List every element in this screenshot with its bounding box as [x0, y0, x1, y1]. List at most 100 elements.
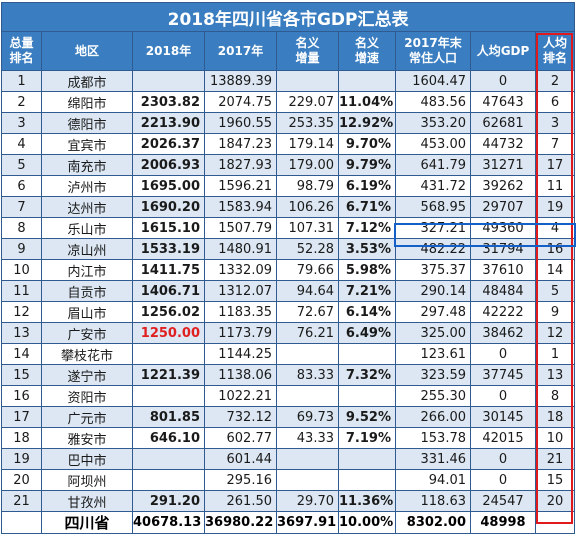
rank-cell[interactable]: 15	[1, 364, 42, 386]
gdp2018-cell[interactable]: 2213.90	[132, 112, 205, 134]
gdp2018-cell[interactable]	[132, 448, 205, 470]
growth-cell[interactable]: 5.98%	[338, 259, 396, 281]
pc-rank-cell[interactable]: 8	[534, 385, 576, 407]
gdp2017-cell[interactable]: 732.12	[204, 406, 277, 428]
per-capita-cell[interactable]: 0	[470, 385, 536, 407]
gdp2017-cell[interactable]: 261.50	[204, 490, 277, 512]
gdp2018-cell[interactable]	[132, 385, 205, 407]
gdp2017-cell[interactable]: 1332.09	[204, 259, 277, 281]
growth-cell[interactable]	[338, 385, 396, 407]
region-cell[interactable]: 广安市	[41, 322, 133, 344]
pc-rank-cell[interactable]: 10	[534, 427, 576, 449]
growth-cell[interactable]: 6.49%	[338, 322, 396, 344]
gdp2017-cell[interactable]: 1173.79	[204, 322, 277, 344]
gdp2017-cell[interactable]: 601.44	[204, 448, 277, 470]
rank-cell[interactable]: 14	[1, 343, 42, 365]
rank-cell[interactable]: 9	[1, 238, 42, 260]
population-cell[interactable]: 255.30	[395, 385, 471, 407]
header-population[interactable]: 2017年末 常住人口	[395, 31, 471, 71]
total-pc-rank-cell[interactable]	[534, 511, 576, 534]
population-cell[interactable]: 266.00	[395, 406, 471, 428]
per-capita-cell[interactable]: 30145	[470, 406, 536, 428]
region-cell[interactable]: 阿坝州	[41, 469, 133, 491]
per-capita-cell[interactable]: 42222	[470, 301, 536, 323]
pc-rank-cell[interactable]: 12	[534, 322, 576, 344]
gdp2017-cell[interactable]: 602.77	[204, 427, 277, 449]
rank-cell[interactable]: 1	[1, 70, 42, 92]
growth-cell[interactable]: 9.52%	[338, 406, 396, 428]
gdp2017-cell[interactable]: 1022.21	[204, 385, 277, 407]
gdp2017-cell[interactable]: 13889.39	[204, 70, 277, 92]
increase-cell[interactable]: 72.67	[276, 301, 339, 323]
growth-cell[interactable]: 6.14%	[338, 301, 396, 323]
rank-cell[interactable]: 18	[1, 427, 42, 449]
gdp2018-cell[interactable]	[132, 70, 205, 92]
growth-cell[interactable]: 7.32%	[338, 364, 396, 386]
rank-cell[interactable]: 19	[1, 448, 42, 470]
header-nominal-growth[interactable]: 名义 增速	[338, 31, 396, 71]
pc-rank-cell[interactable]: 11	[534, 175, 576, 197]
total-gdp2018[interactable]: 40678.13	[132, 511, 205, 534]
increase-cell[interactable]: 76.21	[276, 322, 339, 344]
growth-cell[interactable]: 9.79%	[338, 154, 396, 176]
region-cell[interactable]: 凉山州	[41, 238, 133, 260]
total-increase[interactable]: 3697.91	[276, 511, 339, 534]
pc-rank-cell[interactable]: 3	[534, 112, 576, 134]
population-cell[interactable]: 375.37	[395, 259, 471, 281]
population-cell[interactable]: 297.48	[395, 301, 471, 323]
increase-cell[interactable]: 79.66	[276, 259, 339, 281]
rank-cell[interactable]: 4	[1, 133, 42, 155]
region-cell[interactable]: 雅安市	[41, 427, 133, 449]
gdp2018-cell[interactable]: 1221.39	[132, 364, 205, 386]
population-cell[interactable]: 1604.47	[395, 70, 471, 92]
population-cell[interactable]: 325.00	[395, 322, 471, 344]
rank-cell[interactable]: 12	[1, 301, 42, 323]
rank-cell[interactable]: 5	[1, 154, 42, 176]
rank-cell[interactable]: 6	[1, 175, 42, 197]
population-cell[interactable]: 431.72	[395, 175, 471, 197]
region-cell[interactable]: 绵阳市	[41, 91, 133, 113]
growth-cell[interactable]: 11.36%	[338, 490, 396, 512]
rank-cell[interactable]: 13	[1, 322, 42, 344]
pc-rank-cell[interactable]: 1	[534, 343, 576, 365]
population-cell[interactable]: 323.59	[395, 364, 471, 386]
gdp2018-cell[interactable]: 1250.00	[132, 322, 205, 344]
pc-rank-cell[interactable]: 6	[534, 91, 576, 113]
rank-cell[interactable]: 17	[1, 406, 42, 428]
rank-cell[interactable]: 7	[1, 196, 42, 218]
increase-cell[interactable]: 179.00	[276, 154, 339, 176]
gdp2018-cell[interactable]: 2303.82	[132, 91, 205, 113]
gdp2018-cell[interactable]: 646.10	[132, 427, 205, 449]
pc-rank-cell[interactable]: 5	[534, 280, 576, 302]
increase-cell[interactable]: 229.07	[276, 91, 339, 113]
pc-rank-cell[interactable]: 9	[534, 301, 576, 323]
increase-cell[interactable]	[276, 343, 339, 365]
gdp2018-cell[interactable]	[132, 469, 205, 491]
gdp2018-cell[interactable]	[132, 343, 205, 365]
region-cell[interactable]: 南充市	[41, 154, 133, 176]
region-cell[interactable]: 遂宁市	[41, 364, 133, 386]
per-capita-cell[interactable]: 0	[470, 448, 536, 470]
pc-rank-cell[interactable]: 17	[534, 154, 576, 176]
population-cell[interactable]: 123.61	[395, 343, 471, 365]
region-cell[interactable]: 达州市	[41, 196, 133, 218]
population-cell[interactable]: 483.56	[395, 91, 471, 113]
pc-rank-cell[interactable]: 20	[534, 490, 576, 512]
pc-rank-cell[interactable]: 4	[534, 217, 576, 239]
per-capita-cell[interactable]: 0	[470, 469, 536, 491]
increase-cell[interactable]: 253.35	[276, 112, 339, 134]
rank-cell[interactable]: 20	[1, 469, 42, 491]
growth-cell[interactable]: 7.21%	[338, 280, 396, 302]
pc-rank-cell[interactable]: 18	[534, 406, 576, 428]
region-cell[interactable]: 攀枝花市	[41, 343, 133, 365]
growth-cell[interactable]	[338, 70, 396, 92]
increase-cell[interactable]	[276, 385, 339, 407]
header-nominal-increase[interactable]: 名义 增量	[276, 31, 339, 71]
increase-cell[interactable]: 43.33	[276, 427, 339, 449]
per-capita-cell[interactable]: 39262	[470, 175, 536, 197]
increase-cell[interactable]: 29.70	[276, 490, 339, 512]
population-cell[interactable]: 153.78	[395, 427, 471, 449]
header-region[interactable]: 地区	[41, 31, 133, 71]
pc-rank-cell[interactable]: 21	[534, 448, 576, 470]
per-capita-cell[interactable]: 48484	[470, 280, 536, 302]
